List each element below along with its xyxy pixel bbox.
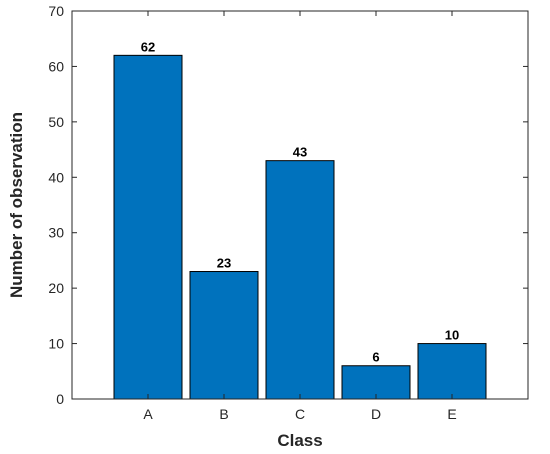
bar-e: [417, 343, 487, 400]
data-label-e: 10: [445, 328, 459, 343]
data-label-d: 6: [372, 350, 379, 365]
y-tick-label-40: 40: [48, 169, 64, 185]
y-tick-label-30: 30: [48, 225, 64, 241]
bar-c: [265, 160, 335, 400]
x-tick-label-a: A: [143, 406, 153, 422]
x-tick-label-c: C: [295, 406, 305, 422]
bars-group: [113, 54, 487, 400]
y-tick-label-60: 60: [48, 58, 64, 74]
x-tick-label-d: D: [371, 406, 381, 422]
y-tick-label-10: 10: [48, 336, 64, 352]
y-axis-label: Number of observation: [7, 112, 26, 298]
y-tick-label-0: 0: [56, 391, 64, 407]
y-tick-label-70: 70: [48, 3, 64, 19]
data-label-a: 62: [141, 39, 155, 54]
x-tick-label-e: E: [447, 406, 456, 422]
x-tick-label-b: B: [219, 406, 228, 422]
y-tick-label-50: 50: [48, 114, 64, 130]
x-axis: A B C D E: [143, 11, 457, 422]
x-axis-label: Class: [277, 431, 322, 450]
data-label-c: 43: [293, 145, 307, 160]
data-label-b: 23: [217, 256, 231, 271]
bar-a: [113, 54, 183, 400]
data-labels-group: 62 23 43 6 10: [141, 39, 459, 364]
bar-b: [189, 271, 259, 400]
y-axis: 0 10 20 30 40 50 60 70: [48, 3, 528, 407]
y-tick-label-20: 20: [48, 280, 64, 296]
